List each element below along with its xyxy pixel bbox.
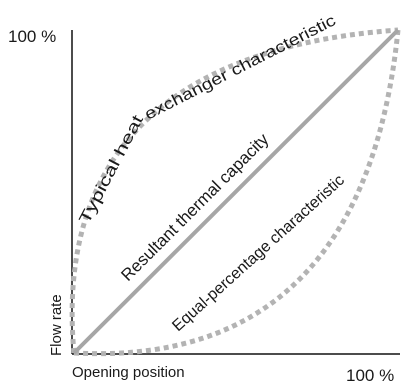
heat-exchanger-curve-label-cont: exchanger characteristic — [142, 12, 339, 123]
thermal-capacity-line — [72, 28, 400, 355]
y-axis-label: Flow rate — [48, 294, 65, 356]
x-axis-label: Opening position — [72, 364, 185, 381]
y-max-label: 100 % — [8, 27, 56, 46]
heat-exchanger-curve — [69, 27, 399, 354]
heat-exchanger-curve-label: Typical heat — [76, 112, 147, 227]
x-max-label: 100 % — [346, 366, 394, 385]
equal-percentage-curve — [73, 29, 401, 357]
